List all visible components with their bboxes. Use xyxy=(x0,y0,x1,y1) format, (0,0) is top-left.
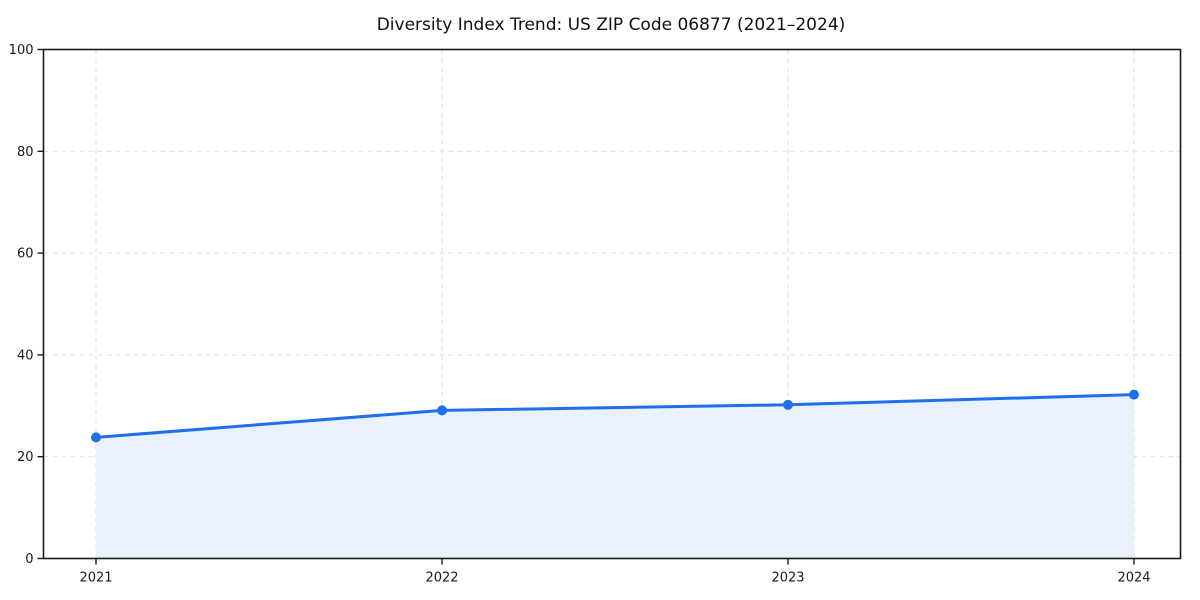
y-axis-tick-label: 40 xyxy=(17,348,34,363)
area-fill xyxy=(96,394,1134,559)
y-axis-tick-label: 80 xyxy=(17,145,34,160)
x-axis-tick-label: 2023 xyxy=(771,571,804,586)
trend-line xyxy=(94,393,1136,439)
y-axis-tick-label: 0 xyxy=(25,552,33,567)
y-axis-tick-label: 100 xyxy=(9,43,34,58)
data-point-2021 xyxy=(91,432,101,443)
x-axis-tick-label: 2021 xyxy=(79,571,112,586)
y-axis-tick-label: 20 xyxy=(17,450,34,465)
plot-border xyxy=(42,48,1182,560)
y-axis-tick-label: 60 xyxy=(17,247,34,262)
x-axis-tick-label: 2022 xyxy=(425,571,458,586)
data-point-2022 xyxy=(437,405,447,416)
chart-title: Diversity Index Trend: US ZIP Code 06877… xyxy=(377,15,846,35)
data-point-2023 xyxy=(783,399,793,410)
x-axis-tick-label: 2024 xyxy=(1117,571,1150,586)
data-point-2024 xyxy=(1129,389,1139,400)
